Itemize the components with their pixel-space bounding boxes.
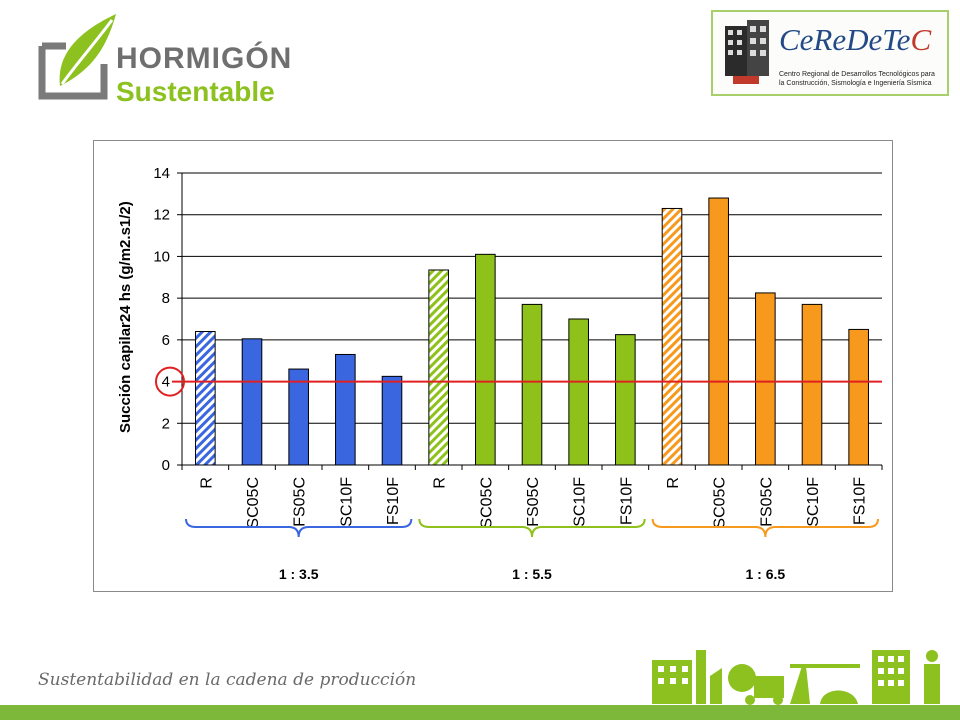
ceredetec-name: CeReDeTeC [779,22,932,57]
bar [801,303,823,466]
y-axis-label: Succión capilar24 hs (g/m2.s1/2) [117,201,134,433]
bar-chart: 0 2 4 6 8 10 12 14 R SC05C FS05C SC10F FS10F R SC05C FS… [117,165,883,582]
y-tick-label: 4 [162,374,170,391]
x-tick-label: FS05C [758,477,775,527]
construction-silhouettes-icon [652,650,940,705]
bar [335,353,356,466]
x-tick-label: R [665,477,682,489]
bar [475,253,496,466]
reference-circle [155,366,185,397]
bar [568,318,589,466]
x-tick-label: SC10F [572,477,589,527]
bar [241,338,263,466]
group-bracket [418,518,646,538]
x-tick-label: SC05C [478,477,495,529]
chart-frame: 0 2 4 6 8 10 12 14 R SC05C FS05C SC10F FS10F R SC05C FS… [93,140,893,592]
x-tick-label: SC05C [245,477,262,529]
building-icon [725,20,769,84]
y-tick-label: 8 [162,290,170,307]
bar [195,331,216,466]
bar [848,328,869,466]
logo-title-line1: HORMIGÓN [116,42,293,75]
y-tick-label: 14 [153,165,170,182]
group-brackets: 1 : 3.5 1 : 5.5 1 : 6.5 [185,518,879,582]
y-tick-label: 2 [162,415,170,432]
x-tick-label: SC10F [338,477,355,527]
bar [521,303,543,466]
group-bracket [651,518,879,538]
x-tick-label: FS05C [525,477,542,527]
ceredetec-subtitle: Centro Regional de Desarrollos Tecnológi… [779,71,935,87]
group-label: 1 : 6.5 [745,566,785,582]
bar [428,269,449,466]
reference-line-group [155,366,882,397]
group-bracket [185,518,413,538]
bar [288,368,309,466]
ceredetec-logo: CeReDeTeC Centro Regional de Desarrollos… [711,10,949,96]
y-tick-label: 10 [153,248,170,265]
x-tick-label: FS10F [618,477,635,525]
x-tick-label: R [432,477,449,489]
y-tick-label: 12 [153,207,170,224]
bar [381,375,403,466]
y-tick-label: 0 [162,457,170,474]
x-tick-label: FS05C [292,477,309,527]
group-label: 1 : 3.5 [279,566,319,582]
bars [195,197,869,466]
y-tick-label: 6 [162,332,170,349]
group-label: 1 : 5.5 [512,566,552,582]
footer-tagline: Sustentabilidad en la cadena de producci… [38,670,417,690]
x-tick-label: SC10F [805,477,822,527]
leaf-square-icon [38,14,116,100]
axes: 0 2 4 6 8 10 12 14 R SC05C FS05C SC10F FS10F R SC05C FS… [153,165,883,529]
x-tick-label: FS10F [385,477,402,525]
x-tick-label: R [198,477,215,489]
hormigon-sustentable-logo: HORMIGÓN Sustentable [38,12,298,107]
bar [615,334,636,466]
bar [755,292,776,466]
bar [661,207,683,466]
x-tick-label: FS10F [852,477,869,525]
x-tick-label: SC05C [712,477,729,529]
footer-bar [0,705,960,720]
logo-title-line2: Sustentable [116,76,275,107]
bar [708,197,729,466]
